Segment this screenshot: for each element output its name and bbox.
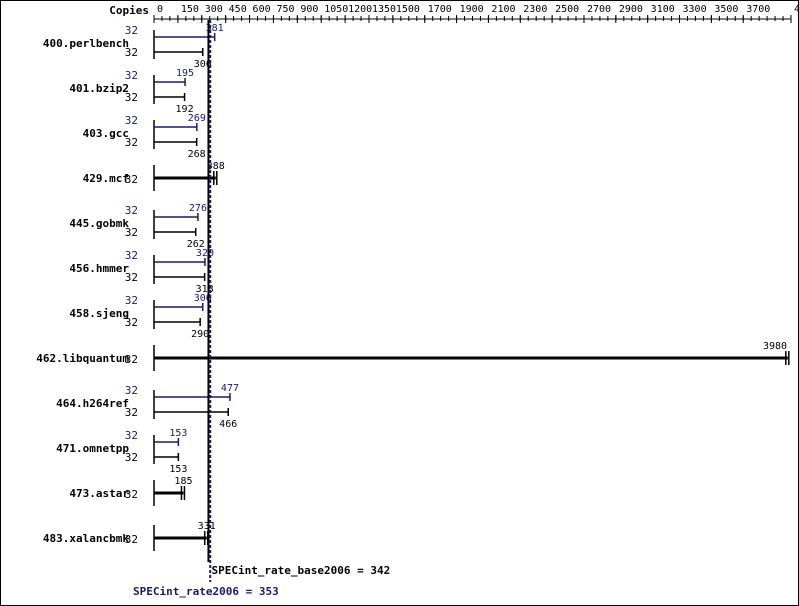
x-tick-label: 1200: [348, 4, 372, 15]
peak-copies: 32: [125, 429, 138, 442]
peak-value-label: 477: [221, 383, 239, 394]
base-value-label: 306: [194, 59, 212, 70]
x-tick-label: 600: [253, 4, 271, 15]
x-tick-label: 2300: [523, 4, 547, 15]
x-tick-label: 1050: [324, 4, 348, 15]
x-tick-label: 1500: [396, 4, 420, 15]
x-tick-label: 1900: [460, 4, 484, 15]
x-tick-label: 450: [229, 4, 247, 15]
base-value-label: 318: [196, 284, 214, 295]
base-value-label: 290: [191, 329, 209, 340]
peak-copies: 32: [125, 69, 138, 82]
summary-lines: SPECint_rate_base2006 = 342 SPECint_rate2…: [133, 20, 390, 598]
combined-value-label: 3980: [763, 341, 787, 352]
benchmark-name: 400.perlbench: [43, 37, 129, 50]
base-copies: 32: [125, 46, 138, 59]
benchmark-name: 403.gcc: [83, 127, 129, 140]
x-tick-label: 3700: [746, 4, 770, 15]
peak-value-label: 381: [206, 23, 224, 34]
peak-summary-label: SPECint_rate2006 = 353: [133, 585, 279, 598]
peak-copies: 32: [125, 384, 138, 397]
x-tick-label: 2900: [619, 4, 643, 15]
x-tick-label: 0: [157, 4, 163, 15]
x-axis: 0 150 300 450 600 750 900 1050 1200 1350 1500 1700 1…: [153, 4, 799, 23]
benchmark-name: 473.astar: [69, 487, 129, 500]
base-value-label: 192: [176, 104, 194, 115]
benchmark-name: 471.omnetpp: [56, 442, 129, 455]
x-tick-label: 900: [300, 4, 318, 15]
peak-copies: 32: [125, 249, 138, 262]
x-tick-label: 2500: [555, 4, 579, 15]
base-value-label: 153: [169, 464, 187, 475]
base-copies: 32: [125, 91, 138, 104]
benchmark-name: 483.xalancbmk: [43, 532, 129, 545]
base-copies: 32: [125, 226, 138, 239]
x-tick-label: 3500: [714, 4, 738, 15]
benchmark-name: 458.sjeng: [69, 307, 129, 320]
x-tick-label: 150: [181, 4, 199, 15]
base-value-label: 268: [188, 149, 206, 160]
peak-value-label: 306: [194, 293, 212, 304]
benchmark-name: 462.libquantum: [36, 352, 129, 365]
x-tick-label: 1350: [372, 4, 396, 15]
copies: 32: [125, 533, 138, 546]
x-tick-label: 4000: [794, 4, 799, 15]
peak-value-label: 153: [169, 428, 187, 439]
x-tick-label: 1700: [428, 4, 452, 15]
peak-copies: 32: [125, 294, 138, 307]
combined-value-label: 331: [198, 521, 216, 532]
base-copies: 32: [125, 451, 138, 464]
x-tick-label: 750: [276, 4, 294, 15]
benchmark-name: 456.hmmer: [69, 262, 129, 275]
peak-copies: 32: [125, 24, 138, 37]
peak-value-label: 269: [188, 113, 206, 124]
peak-copies: 32: [125, 114, 138, 127]
x-tick-label: 3300: [683, 4, 707, 15]
peak-value-label: 320: [196, 248, 214, 259]
copies: 32: [125, 353, 138, 366]
combined-value-label: 185: [174, 476, 192, 487]
copies-header: Copies: [109, 4, 149, 17]
copies: 32: [125, 173, 138, 186]
x-tick-label: 2100: [491, 4, 515, 15]
benchmark-name: 429.mcf: [83, 172, 129, 185]
base-value-label: 262: [187, 239, 205, 250]
x-tick-label: 300: [205, 4, 223, 15]
benchmark-rows: 400.perlbench3232381306401.bzip232321951…: [36, 23, 790, 551]
benchmark-name: 401.bzip2: [69, 82, 129, 95]
copies: 32: [125, 488, 138, 501]
combined-value-label: 388: [207, 161, 225, 172]
base-copies: 32: [125, 316, 138, 329]
peak-value-label: 195: [176, 68, 194, 79]
benchmark-name: 445.gobmk: [69, 217, 129, 230]
x-tick-label: 3100: [651, 4, 675, 15]
peak-copies: 32: [125, 204, 138, 217]
x-tick-label: 2700: [587, 4, 611, 15]
base-copies: 32: [125, 271, 138, 284]
base-copies: 32: [125, 136, 138, 149]
peak-value-label: 276: [189, 203, 207, 214]
base-value-label: 466: [219, 419, 237, 430]
base-summary-label: SPECint_rate_base2006 = 342: [211, 564, 390, 577]
benchmark-name: 464.h264ref: [56, 397, 129, 410]
base-copies: 32: [125, 406, 138, 419]
